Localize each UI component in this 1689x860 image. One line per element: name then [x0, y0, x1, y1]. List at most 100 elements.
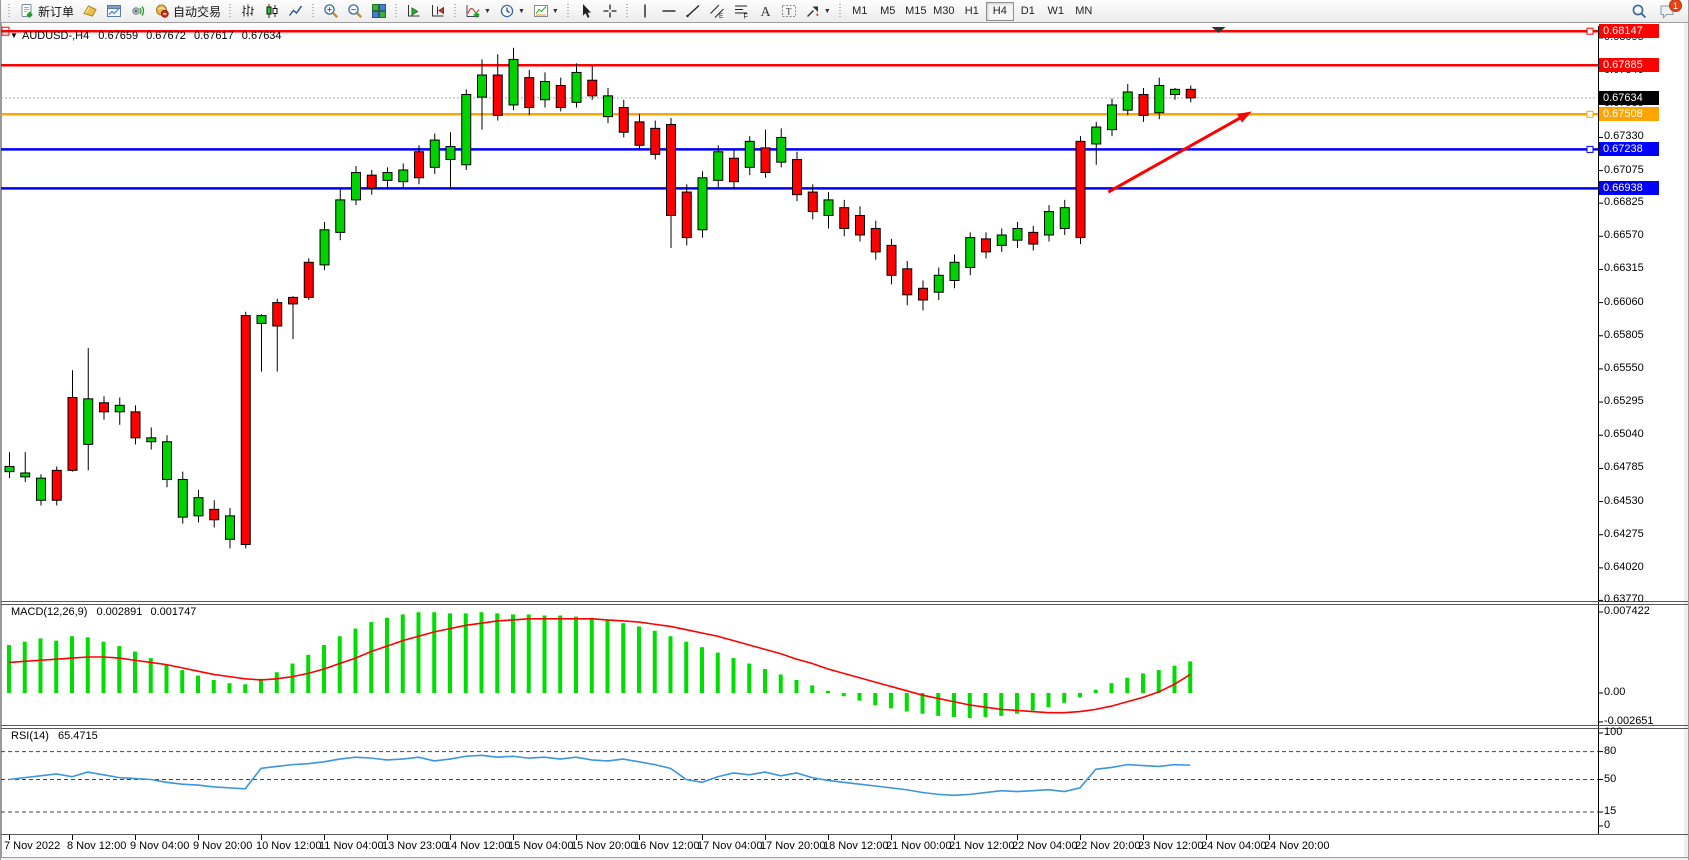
timeframe-d1[interactable]: D1: [1020, 5, 1035, 17]
zoom-in-button[interactable]: [319, 1, 343, 22]
tile-windows-button[interactable]: [367, 1, 391, 22]
candle: [697, 171, 708, 238]
timeframe-mn[interactable]: MN: [1075, 5, 1093, 17]
line-anchor-square[interactable]: [1586, 145, 1594, 153]
candle-body-bear: [99, 402, 109, 413]
price-axis-tick-label: 0.65550: [1604, 361, 1644, 374]
line-anchor-square[interactable]: [1586, 110, 1594, 118]
toolbar-drag-handle[interactable]: [837, 3, 843, 19]
line-anchor-square[interactable]: [1586, 27, 1594, 35]
cursor-icon: [582, 4, 591, 18]
zoom-out-button[interactable]: [343, 1, 367, 22]
chart-title: AUDUSD-,H4 0.67659 0.67672 0.67617 0.676…: [22, 30, 287, 42]
price-axis-tick-label: 0.64530: [1604, 494, 1644, 507]
timeframe-m1[interactable]: M1: [852, 5, 868, 17]
new-order-button[interactable]: 新订单: [15, 1, 78, 22]
auto-trading-button[interactable]: 自动交易: [150, 1, 225, 22]
candle-body-bear: [729, 157, 739, 183]
templates-button[interactable]: ▼: [529, 1, 563, 22]
candle: [1059, 199, 1070, 235]
time-axis-label: 24 Nov 04:00: [1201, 840, 1267, 852]
candlestick-chart-button[interactable]: [260, 1, 284, 22]
text-button[interactable]: A: [753, 1, 777, 22]
alerts-button[interactable]: [126, 1, 150, 22]
candle: [162, 435, 172, 488]
notifications-button[interactable]: 1: [1657, 0, 1682, 21]
candle: [681, 184, 692, 246]
candle: [272, 298, 283, 372]
macd-histogram-bar: [432, 612, 437, 693]
bar-chart-button[interactable]: [236, 1, 260, 22]
candle-body-bull: [1122, 91, 1133, 111]
equidistant-channel-button[interactable]: E: [705, 1, 729, 22]
candle-body-bear: [870, 227, 881, 253]
search-button[interactable]: [1629, 1, 1649, 21]
time-axis-label: 17 Nov 20:00: [760, 840, 826, 852]
candle: [618, 99, 629, 138]
chevron-down-icon[interactable]: ▼: [484, 7, 491, 15]
candle-body-bull: [398, 169, 409, 183]
indicators-button[interactable]: ▼: [461, 1, 495, 22]
macd-histogram-bar: [668, 636, 673, 693]
timeframe-h4[interactable]: H4: [985, 1, 1014, 21]
timeframe-w1[interactable]: W1: [1047, 5, 1065, 17]
chart-window-button[interactable]: [102, 1, 126, 22]
toolbar-drag-handle[interactable]: [624, 3, 630, 19]
macd-histogram-bar: [117, 646, 122, 693]
chevron-down-icon[interactable]: ▼: [517, 7, 525, 15]
toolbar-drag-handle[interactable]: [453, 3, 459, 19]
svg-text:F: F: [743, 14, 747, 20]
rsi-axis-tick-label: 50: [1604, 772, 1617, 785]
macd-histogram-bar: [574, 616, 578, 693]
toolbar-group-chart-types: [236, 0, 308, 22]
fibonacci-button[interactable]: F: [729, 1, 753, 22]
macd-histogram-bar: [652, 630, 657, 693]
macd-name: MACD(12,26,9): [11, 606, 88, 618]
profiles-button[interactable]: [78, 1, 102, 22]
macd-histogram-bar: [495, 613, 500, 693]
line-chart-button[interactable]: [284, 1, 308, 22]
candle: [634, 114, 645, 150]
price-badge-line: 0.68147: [1599, 24, 1659, 39]
auto-scroll-button[interactable]: [402, 1, 426, 22]
toolbar-drag-handle[interactable]: [7, 3, 12, 19]
candle-body-bull: [949, 261, 960, 281]
candle-body-bear: [303, 261, 314, 298]
candle-body-bear: [67, 397, 78, 471]
trend-arrow-object[interactable]: [1107, 111, 1252, 194]
toolbar-drag-handle[interactable]: [394, 3, 400, 19]
periods-button[interactable]: ▼: [495, 1, 529, 22]
candle: [949, 254, 960, 289]
trendline-button[interactable]: [681, 1, 705, 22]
timeframe-m15[interactable]: M15: [905, 5, 927, 17]
candle: [4, 452, 15, 479]
time-axis-label: 22 Nov 04:00: [1012, 840, 1078, 852]
timeframe-m5[interactable]: M5: [880, 5, 896, 17]
candle: [870, 220, 881, 260]
toolbar-drag-handle[interactable]: [311, 3, 317, 19]
candle-body-bull: [1107, 104, 1117, 131]
vertical-line-button[interactable]: [633, 1, 657, 22]
macd-histogram-bar: [1030, 693, 1035, 711]
text-label-button[interactable]: T: [777, 1, 801, 22]
candle-body-bear: [886, 244, 897, 276]
cursor-button[interactable]: [574, 1, 598, 22]
chevron-down-icon[interactable]: ▼: [551, 7, 559, 15]
symbol-dropdown-icon[interactable]: ▼: [10, 31, 18, 40]
trend-arrow-line[interactable]: [1107, 115, 1244, 194]
toolbar-drag-handle[interactable]: [565, 3, 571, 19]
price-axis-tick-label: 0.64020: [1604, 560, 1644, 573]
candle: [51, 466, 62, 506]
timeframe-h1[interactable]: H1: [964, 5, 979, 17]
arrows-button[interactable]: ▼: [801, 1, 835, 22]
chart-shift-marker[interactable]: [1211, 27, 1226, 33]
trend-arrow-head[interactable]: [1237, 111, 1252, 123]
chevron-down-icon[interactable]: ▼: [823, 7, 831, 15]
candle-body-bear: [981, 238, 991, 253]
toolbar-drag-handle[interactable]: [228, 3, 234, 19]
chart-shift-button[interactable]: [426, 1, 450, 22]
crosshair-button[interactable]: [598, 1, 622, 22]
timeframe-m30[interactable]: M30: [933, 5, 955, 17]
horizontal-line-button[interactable]: [657, 1, 681, 22]
